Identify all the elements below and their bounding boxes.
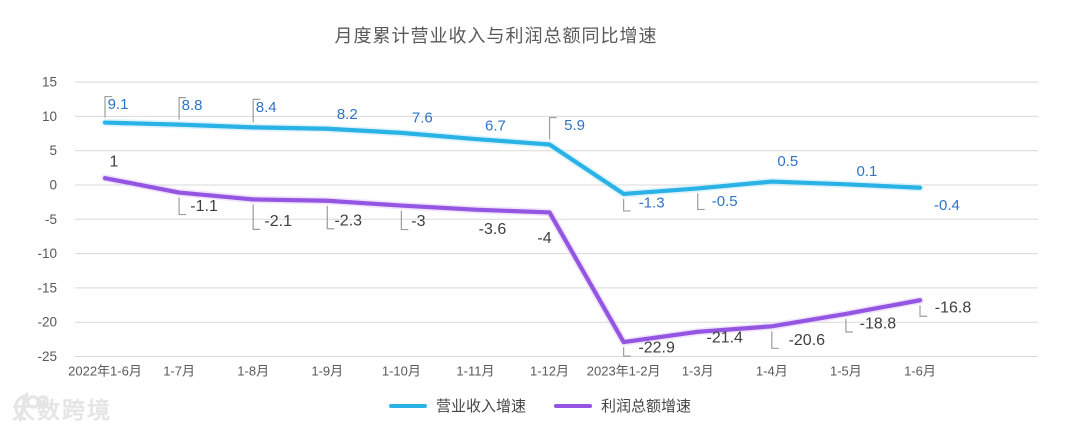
y-tick-label: -5 bbox=[45, 212, 57, 227]
x-tick-label: 1-9月 bbox=[311, 364, 343, 379]
y-tick-label: -15 bbox=[37, 280, 57, 295]
data-label: -21.4 bbox=[706, 329, 743, 346]
data-label: 5.9 bbox=[564, 117, 585, 134]
data-label: -3.6 bbox=[479, 221, 507, 238]
data-label: -16.8 bbox=[935, 300, 972, 317]
data-label-leader-line bbox=[252, 98, 261, 123]
y-axis-tick-labels: 15 10 5 0 -5 -10 -15 -20 -25 bbox=[37, 75, 57, 364]
series-0 bbox=[101, 118, 924, 198]
data-label-leader-line bbox=[771, 331, 779, 349]
data-label: -0.4 bbox=[934, 197, 960, 214]
chart-title: 月度累计营业收入与利润总额同比增速 bbox=[334, 26, 658, 46]
y-tick-label: 15 bbox=[42, 75, 57, 90]
data-label-leader-line bbox=[548, 116, 557, 140]
series-1-data-labels: 1 -1.1 -2.1 -2.3 -3 -3.6 -4 -22.9 -21.4 -20.6 -18.… bbox=[110, 154, 972, 357]
data-label: 7.6 bbox=[412, 109, 433, 126]
series-0-data-labels: 9.1 8.8 8.4 8.2 7.6 6.7 5.9 -1.3 -0.5 0.5 0.1 -0.4 bbox=[104, 95, 960, 214]
x-tick-label: 1-7月 bbox=[163, 364, 195, 379]
y-tick-label: -25 bbox=[37, 349, 57, 364]
x-tick-label: 1-6月 bbox=[904, 364, 936, 379]
data-label-leader-line bbox=[178, 97, 187, 120]
data-label-leader-line bbox=[623, 198, 631, 212]
data-label: -1.1 bbox=[190, 198, 218, 215]
data-label: 0.1 bbox=[856, 163, 877, 180]
data-label: -2.3 bbox=[334, 212, 362, 229]
legend-item-revenue-growth: 营业收入增速 bbox=[388, 395, 526, 416]
x-tick-label: 1-3月 bbox=[682, 364, 714, 379]
y-tick-label: 5 bbox=[49, 143, 57, 158]
x-tick-label: 1-12月 bbox=[530, 364, 569, 379]
chart-legend: 营业收入增速 利润总额增速 bbox=[0, 395, 1080, 416]
data-label-leader-line bbox=[623, 347, 631, 357]
x-tick-label: 1-11月 bbox=[456, 364, 494, 379]
data-label: 8.2 bbox=[337, 106, 358, 123]
data-label: -4 bbox=[537, 230, 551, 247]
series-line bbox=[102, 120, 923, 197]
swirl-100-logo-icon bbox=[14, 392, 48, 422]
data-label-leader-line bbox=[326, 205, 335, 230]
x-tick-label: 1-4月 bbox=[756, 364, 788, 379]
series-line-halo bbox=[101, 174, 924, 346]
y-tick-label: -20 bbox=[37, 315, 57, 330]
data-label: 9.1 bbox=[108, 96, 129, 113]
data-label: 8.4 bbox=[256, 99, 277, 116]
series-1 bbox=[101, 174, 924, 346]
data-label-leader-line bbox=[697, 193, 705, 211]
x-tick-label: 2023年1-2月 bbox=[587, 364, 661, 379]
data-label-leader-line bbox=[104, 95, 112, 118]
legend-label-profit-growth: 利润总额增速 bbox=[601, 398, 692, 415]
y-tick-label: 10 bbox=[42, 109, 57, 124]
data-label: -3 bbox=[411, 213, 425, 230]
y-tick-label: 0 bbox=[49, 178, 57, 193]
data-label: 1 bbox=[110, 154, 119, 171]
watermark: 大数跨境 bbox=[12, 391, 112, 425]
x-tick-label: 1-8月 bbox=[237, 364, 269, 379]
x-tick-label: 1-10月 bbox=[382, 364, 421, 379]
data-label: 8.8 bbox=[182, 97, 203, 114]
data-label-leader-line bbox=[919, 305, 927, 317]
data-label: 6.7 bbox=[485, 118, 506, 135]
data-label: -20.6 bbox=[789, 332, 826, 349]
legend-label-revenue-growth: 营业收入增速 bbox=[435, 398, 526, 415]
revenue-series-line-icon bbox=[388, 403, 427, 408]
data-label-leader-line bbox=[400, 210, 409, 231]
data-label: -2.1 bbox=[264, 213, 292, 230]
data-label-leader-line bbox=[178, 197, 187, 216]
data-label: -22.9 bbox=[638, 340, 675, 357]
data-label: 0.5 bbox=[777, 153, 798, 170]
y-tick-label: -10 bbox=[37, 246, 57, 261]
x-tick-label: 1-5月 bbox=[830, 364, 862, 379]
x-axis-tick-labels: 2022年1-6月 1-7月 1-8月 1-9月 1-10月 1-11月 1-12月 2023… bbox=[68, 364, 936, 379]
data-label: -18.8 bbox=[860, 315, 897, 332]
data-label-leader-line bbox=[252, 204, 261, 231]
data-label-leader-line bbox=[845, 318, 853, 333]
profit-series-line-icon bbox=[554, 403, 592, 408]
legend-item-profit-growth: 利润总额增速 bbox=[554, 395, 691, 416]
data-label: -1.3 bbox=[639, 194, 665, 211]
data-label: -0.5 bbox=[712, 193, 738, 210]
x-tick-label: 2022年1-6月 bbox=[68, 364, 142, 379]
series-line bbox=[102, 176, 923, 345]
